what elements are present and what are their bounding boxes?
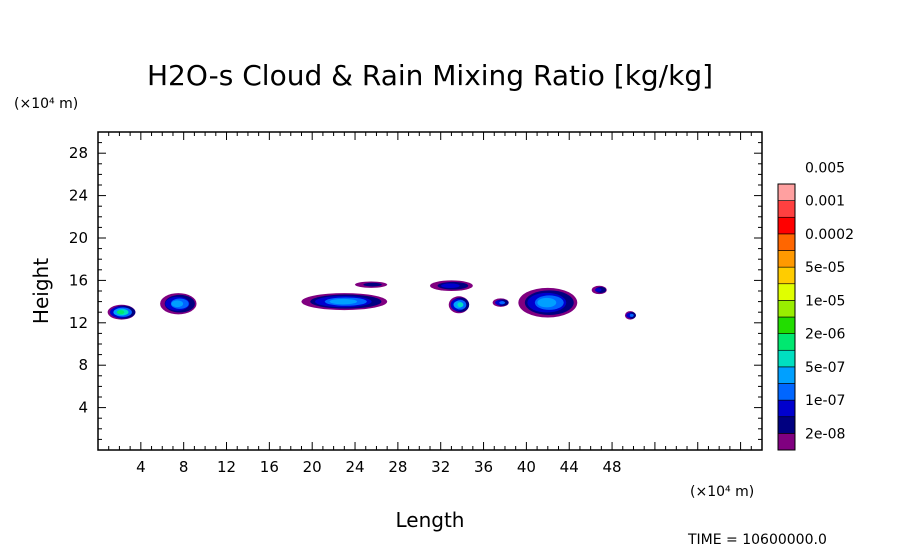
data-regions (107, 280, 636, 320)
x-tick-label: 48 (603, 458, 622, 476)
colorbar-swatch (777, 383, 796, 401)
colorbar-label: 1e-07 (805, 393, 845, 409)
cloud-region (107, 304, 136, 320)
contour-fill (499, 301, 506, 305)
cloud-region (624, 311, 636, 320)
colorbar-label: 0.0002 (805, 227, 854, 243)
colorbar-swatch (777, 266, 796, 285)
y-tick-label: 24 (69, 187, 88, 205)
colorbar-swatch (777, 349, 796, 368)
colorbar-swatch (777, 200, 796, 218)
contour-fill (171, 300, 184, 308)
colorbar-swatch (777, 316, 796, 334)
contour-fill (329, 298, 358, 305)
x-tick-label: 20 (303, 458, 322, 476)
x-tick-label: 28 (388, 458, 407, 476)
colorbar-swatch (777, 300, 796, 318)
x-tick-label: 16 (260, 458, 279, 476)
chart-title: H2O-s Cloud & Rain Mixing Ratio [kg/kg] (147, 59, 713, 92)
colorbar-label: 2e-06 (805, 327, 845, 343)
x-tick-label: 12 (217, 458, 236, 476)
y-tick-label: 4 (78, 399, 88, 417)
y-tick-label: 16 (69, 271, 88, 289)
colorbar-label: 0.005 (805, 160, 845, 176)
colorbar-label: 5e-05 (805, 260, 845, 276)
colorbar-swatch (777, 283, 796, 301)
y-tick-label: 28 (69, 144, 88, 162)
cloud-region (591, 285, 607, 295)
cloud-region (430, 280, 473, 292)
colorbar-swatch (777, 399, 796, 418)
x-tick-label: 4 (136, 458, 146, 476)
colorbar-swatch (777, 416, 796, 434)
y-tick-label: 12 (69, 314, 88, 332)
x-tick-label: 36 (474, 458, 493, 476)
contour-fill (363, 282, 382, 287)
contour-fill (537, 297, 557, 308)
colorbar-frame (777, 183, 796, 451)
x-tick-label: 8 (179, 458, 189, 476)
plot-frame (97, 131, 763, 451)
y-unit-label: (×10⁴ m) (14, 96, 78, 112)
colorbar-label: 0.001 (805, 194, 845, 210)
x-tick-label: 44 (560, 458, 579, 476)
colorbar-label: 2e-08 (805, 426, 845, 442)
time-label: TIME = 10600000.0 (687, 532, 827, 544)
y-tick-label: 8 (78, 356, 88, 374)
colorbar: 2e-08 1e-07 5e-07 2e-06 1e-05 5e-05 0.0002 0.00… (777, 160, 854, 451)
colorbar-swatch (777, 366, 796, 384)
colorbar-swatch (777, 333, 796, 351)
cloud-region (160, 293, 197, 315)
cloud-region (518, 287, 578, 318)
contour-fill (441, 283, 460, 288)
x-tick-label: 32 (431, 458, 450, 476)
colorbar-label: 1e-05 (805, 293, 845, 309)
colorbar-swatch (777, 183, 796, 201)
contour-fill (594, 288, 602, 292)
x-axis-label: Length (396, 508, 465, 532)
x-tick-label: 24 (345, 458, 364, 476)
cloud-region (355, 281, 388, 288)
y-tick-label: 20 (69, 229, 88, 247)
cloud-region (301, 293, 388, 311)
colorbar-swatch (777, 433, 796, 451)
contour-fill (457, 302, 464, 308)
cloud-region (492, 298, 509, 307)
x-tick-label: 40 (517, 458, 536, 476)
x-unit-label: (×10⁴ m) (690, 484, 754, 500)
colorbar-swatch (777, 216, 796, 235)
colorbar-swatch (777, 250, 796, 268)
colorbar-label: 5e-07 (805, 360, 845, 376)
contour-fill (629, 313, 634, 317)
cloud-region (448, 296, 470, 314)
colorbar-swatch (777, 233, 796, 251)
y-axis-label: Height (29, 258, 53, 324)
contour-fill (116, 310, 125, 315)
